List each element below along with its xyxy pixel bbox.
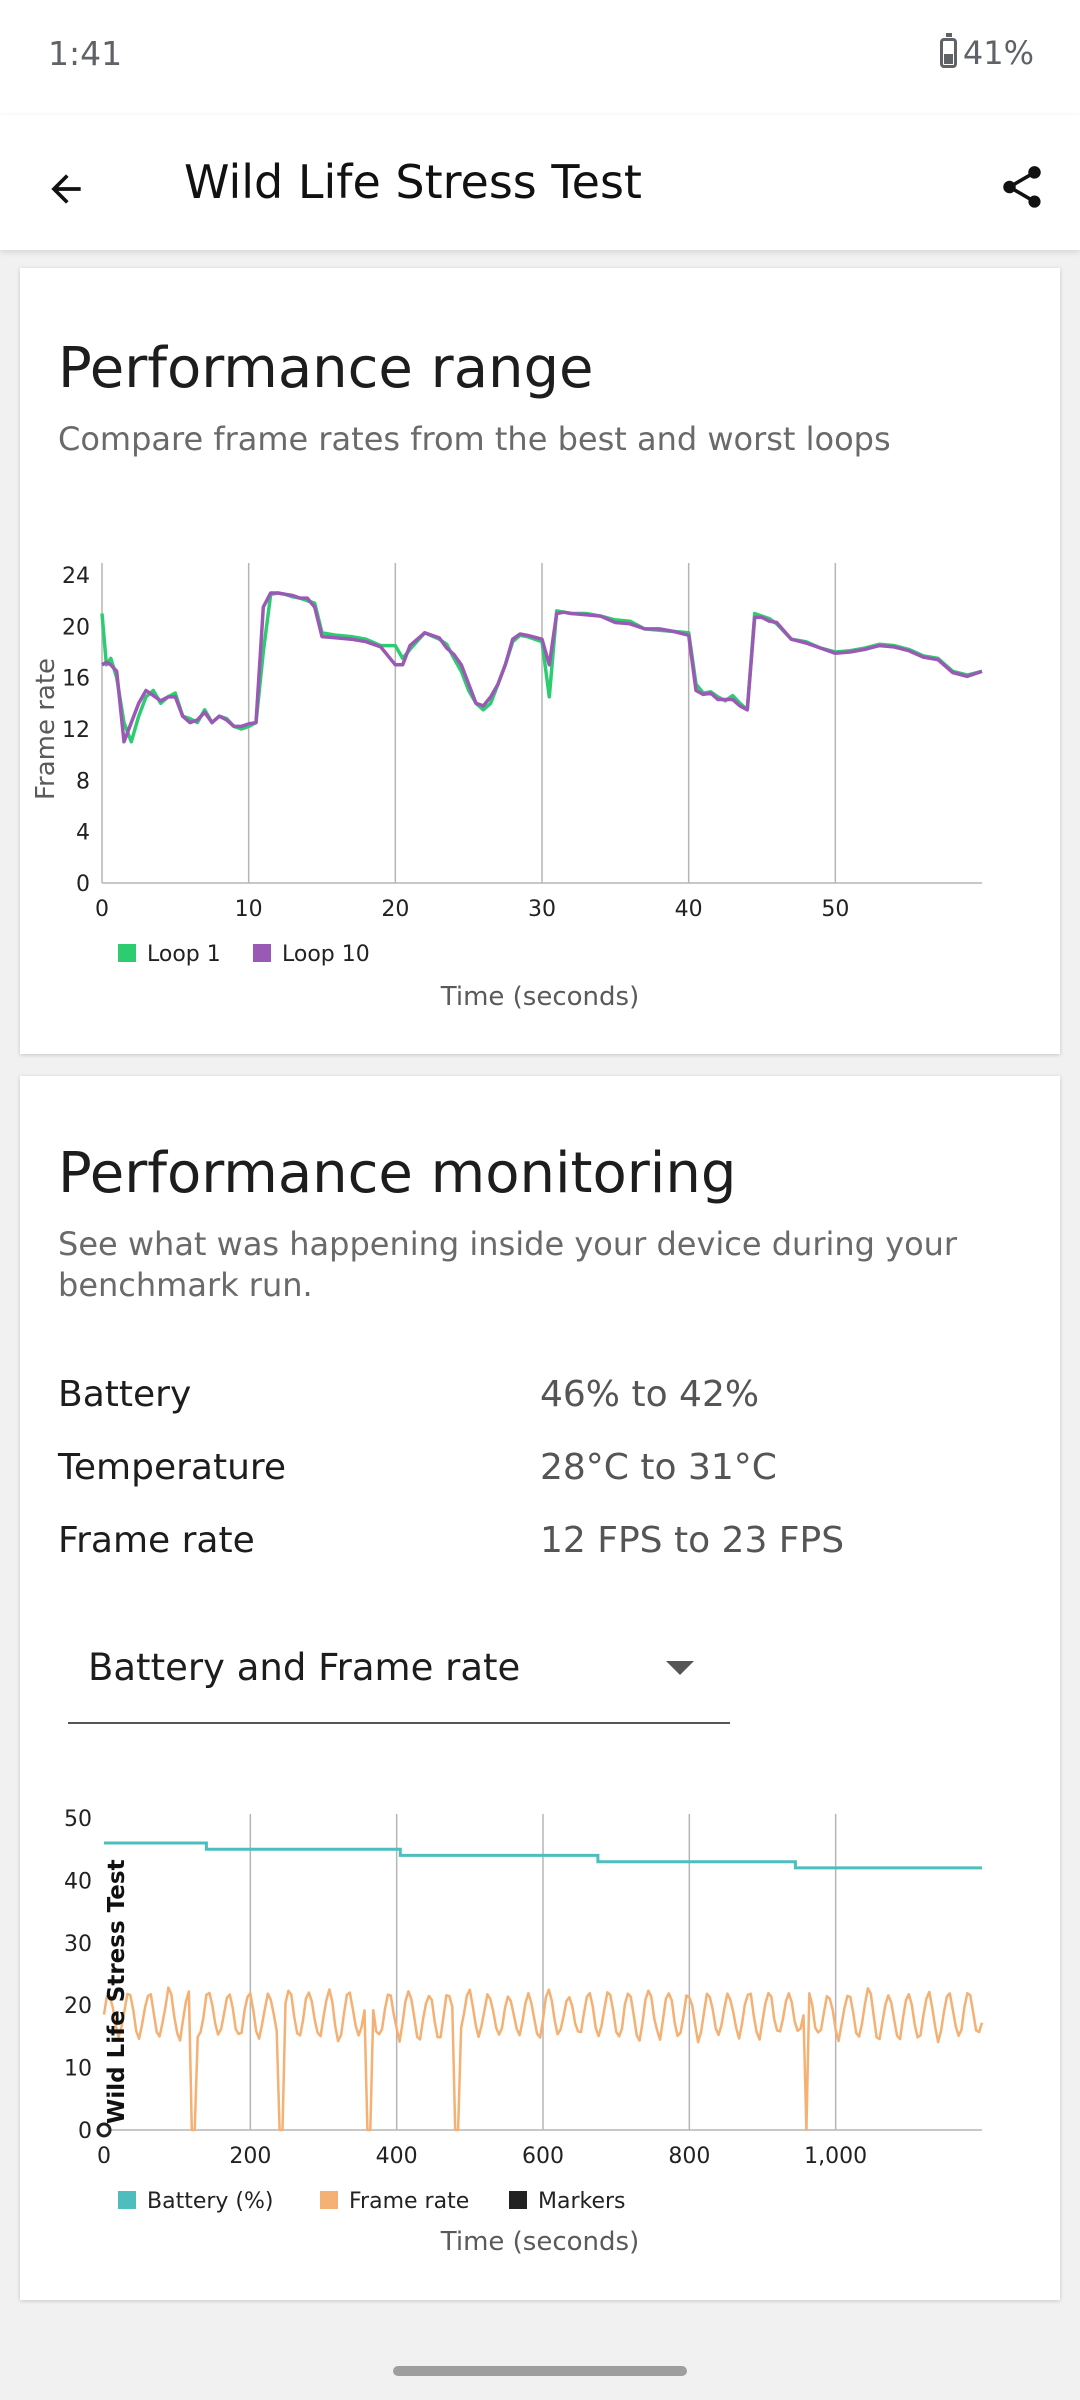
x-tick-label: 600	[522, 2144, 564, 2169]
performance-range-title: Performance range	[58, 336, 594, 401]
app-bar: Wild Life Stress Test	[0, 115, 1080, 250]
x-tick-label: 0	[97, 2144, 111, 2169]
back-button[interactable]	[34, 157, 98, 221]
marker-point	[96, 2122, 112, 2138]
dropdown-selected-value: Battery and Frame rate	[88, 1646, 521, 1689]
legend-swatch	[118, 944, 136, 962]
legend-label: Battery (%)	[147, 2189, 274, 2214]
y-tick-label: 4	[76, 821, 90, 846]
legend-swatch	[320, 2191, 338, 2209]
x-axis-title: Time (seconds)	[440, 982, 639, 1012]
legend-swatch	[253, 944, 271, 962]
frame-rate-loop-chart: 0 10 20 30 40 50 0 4 8 12 16 20 24 Frame rate Time (se…	[31, 563, 983, 1012]
share-button[interactable]	[990, 155, 1054, 219]
series-line-frame-rate	[102, 1986, 984, 2132]
x-tick-label: 0	[95, 897, 109, 922]
battery-percent: 41%	[962, 34, 1034, 72]
stat-label: Battery	[58, 1374, 192, 1415]
y-tick-label: 10	[64, 2057, 92, 2082]
marker-label: Wild Life Stress Test	[104, 1859, 130, 2124]
x-tick-label: 400	[376, 2144, 418, 2169]
x-tick-label: 30	[528, 897, 556, 922]
y-tick-label: 30	[64, 1932, 92, 1957]
y-axis-title: Frame rate	[31, 658, 61, 800]
y-tick-label: 24	[62, 564, 90, 589]
stat-value: 12 FPS to 23 FPS	[540, 1520, 845, 1561]
y-tick-label: 0	[78, 2119, 92, 2144]
legend-label: Loop 1	[147, 942, 221, 967]
page-title: Wild Life Stress Test	[184, 155, 642, 209]
legend-label: Frame rate	[349, 2189, 469, 2214]
status-battery: 41%	[939, 33, 1034, 72]
status-time: 1:41	[48, 34, 123, 73]
battery-icon	[939, 33, 957, 68]
performance-range-card: Performance range Compare frame rates fr…	[20, 268, 1060, 1054]
x-tick-label: 800	[668, 2144, 710, 2169]
status-bar: 1:41 41%	[0, 0, 1080, 115]
x-axis-title: Time (seconds)	[440, 2227, 639, 2257]
series-line-loop-10	[101, 591, 983, 744]
share-icon	[1003, 166, 1041, 208]
caret-down-icon	[666, 1661, 694, 1675]
arrow-left-icon	[51, 174, 81, 204]
stat-value: 28°C to 31°C	[540, 1447, 777, 1488]
performance-monitoring-card: Performance monitoring See what was happ…	[20, 1076, 1060, 2300]
x-tick-label: 10	[235, 897, 263, 922]
battery-frame-rate-chart: 0 200 400 600 800 1,000 0 10 20 30 40 50 Wild Life S…	[64, 1807, 984, 2257]
stat-label: Temperature	[58, 1447, 287, 1488]
home-gesture-bar[interactable]	[393, 2366, 687, 2376]
y-tick-label: 0	[76, 872, 90, 897]
x-tick-label: 50	[821, 897, 849, 922]
chart-type-dropdown[interactable]: Battery and Frame rate	[68, 1616, 730, 1724]
x-tick-label: 20	[381, 897, 409, 922]
y-tick-label: 50	[64, 1807, 92, 1832]
legend-label: Markers	[538, 2189, 626, 2214]
y-tick-label: 8	[76, 769, 90, 794]
y-tick-label: 40	[64, 1869, 92, 1894]
x-tick-label: 1,000	[804, 2144, 867, 2169]
performance-monitoring-subtitle: See what was happening inside your devic…	[58, 1225, 958, 1304]
legend-swatch	[118, 2191, 136, 2209]
y-tick-label: 12	[62, 718, 90, 743]
x-tick-label: 200	[229, 2144, 271, 2169]
stat-value: 46% to 42%	[540, 1374, 760, 1415]
legend-swatch	[509, 2191, 527, 2209]
stat-label: Frame rate	[58, 1520, 255, 1561]
x-tick-label: 40	[675, 897, 703, 922]
y-tick-label: 16	[62, 667, 90, 692]
performance-monitoring-title: Performance monitoring	[58, 1141, 737, 1206]
y-tick-label: 20	[64, 1994, 92, 2019]
y-tick-label: 20	[62, 615, 90, 640]
performance-range-subtitle: Compare frame rates from the best and wo…	[58, 420, 891, 458]
legend-label: Loop 10	[282, 942, 370, 967]
series-line-battery	[104, 1841, 982, 1870]
